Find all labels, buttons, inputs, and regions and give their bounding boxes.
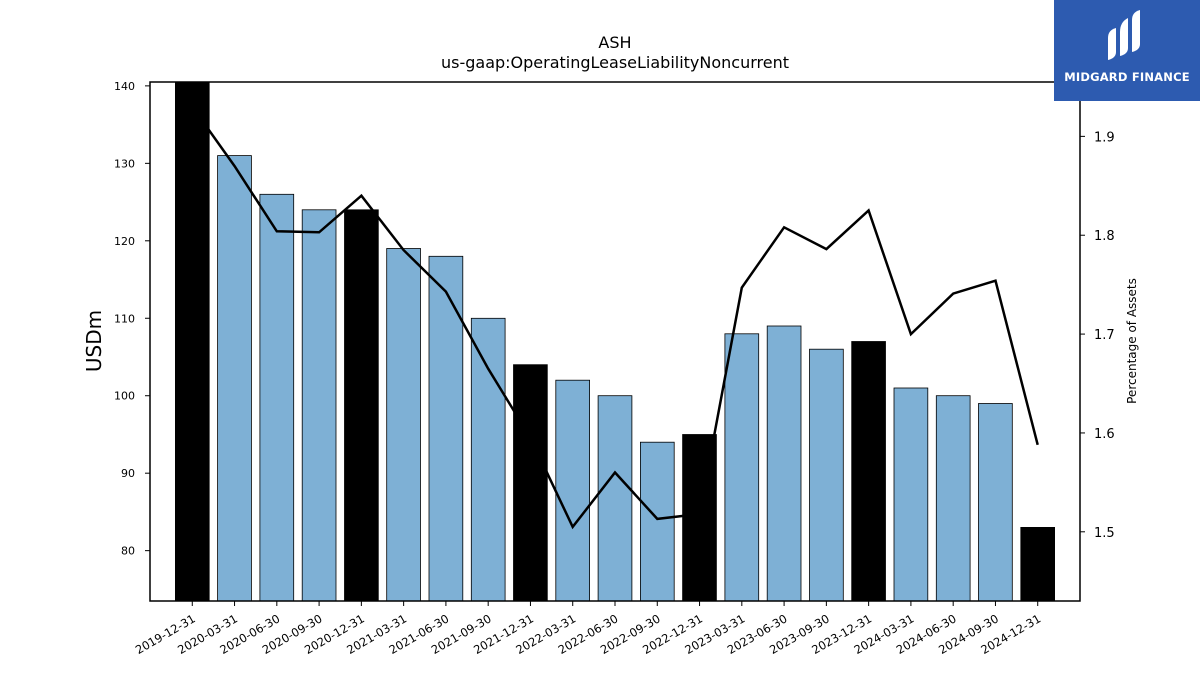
y-axis-left: 80 90 100 110 120 130 140	[114, 80, 150, 558]
y-tick-label: 90	[121, 467, 135, 480]
bar-2024-09-30	[978, 403, 1013, 602]
y-axis-label: USDm	[82, 310, 106, 372]
bar-2024-12-31	[1020, 527, 1055, 602]
y-tick-label: 130	[114, 157, 135, 170]
bar-2024-06-30	[935, 395, 971, 602]
bar-2020-09-30	[301, 209, 337, 602]
bar-2022-03-31	[555, 379, 590, 602]
bar-2022-12-31	[682, 434, 717, 602]
y2-tick-label: 1.7	[1094, 328, 1115, 343]
y-tick-label: 80	[121, 545, 135, 558]
y2-tick-label: 1.8	[1094, 229, 1115, 244]
x-axis: 2019-12-312020-03-312020-06-302020-09-30…	[133, 601, 1043, 657]
bar-2020-06-30	[259, 193, 295, 602]
bar-2019-12-31	[174, 81, 210, 602]
bar-2020-12-31	[344, 209, 379, 602]
bar-2021-09-30	[470, 317, 506, 602]
logo-text: MIDGARD FINANCE	[1064, 70, 1190, 84]
midgard-logo-icon	[1108, 10, 1140, 60]
y-tick-label: 140	[114, 80, 135, 93]
bar-2023-06-30	[766, 325, 802, 602]
bars	[174, 81, 1055, 602]
brand-logo: MIDGARD FINANCE	[1054, 0, 1200, 101]
chart-subtitle: us-gaap:OperatingLeaseLiabilityNoncurren…	[441, 53, 789, 72]
bar-2022-09-30	[640, 441, 675, 602]
bar-2023-03-31	[724, 333, 760, 602]
y2-tick-label: 1.5	[1094, 526, 1115, 541]
bar-2021-03-31	[386, 248, 421, 602]
bar-2021-12-31	[513, 364, 548, 602]
y2-tick-label: 1.6	[1094, 427, 1115, 442]
y-tick-label: 100	[114, 390, 135, 403]
y-axis-right: 1.5 1.6 1.7 1.8 1.9	[1080, 130, 1115, 541]
y2-tick-label: 1.9	[1094, 130, 1115, 145]
bar-2023-12-31	[851, 341, 886, 602]
bar-2020-03-31	[217, 155, 252, 602]
chart-title: ASH	[598, 33, 631, 52]
bar-2024-03-31	[893, 387, 929, 602]
y2-axis-label: Percentage of Assets	[1125, 278, 1139, 404]
bar-2023-09-30	[809, 348, 844, 602]
percentage-line	[191, 105, 1039, 530]
y-tick-label: 120	[114, 235, 135, 248]
y-tick-label: 110	[114, 312, 135, 325]
bar-2022-06-30	[597, 395, 633, 602]
bar-2021-06-30	[428, 255, 464, 602]
